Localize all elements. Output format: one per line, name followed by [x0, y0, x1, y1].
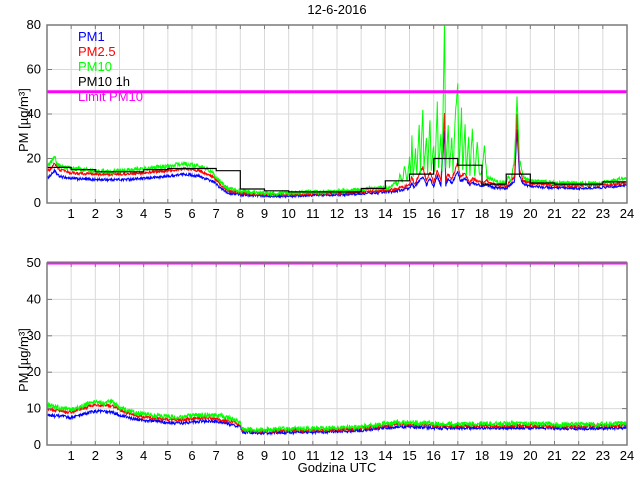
x-tick-label: 5	[164, 448, 171, 463]
x-tick-label: 11	[306, 206, 320, 221]
y-tick-label: 50	[27, 255, 41, 270]
x-tick-label: 8	[237, 206, 244, 221]
x-tick-label: 3	[116, 448, 123, 463]
bottom-plot: 1 2 3 4 5 6 7 8 9 10 11 12 13 14 15 16 17 18 19 20 21 22 23 240…	[27, 255, 635, 463]
legend-item-pm2-5: PM2.5	[78, 44, 116, 59]
x-tick-label: 24	[620, 448, 634, 463]
x-tick-label: 18	[475, 206, 489, 221]
bottom-grid	[47, 263, 627, 445]
x-tick-label: 9	[261, 448, 268, 463]
x-tick-label: 4	[140, 206, 147, 221]
x-tick-label: 11	[306, 448, 320, 463]
x-tick-label: 19	[499, 206, 513, 221]
x-tick-label: 6	[188, 206, 195, 221]
legend-item-pm10: PM10	[78, 59, 112, 74]
x-tick-label: 18	[475, 448, 489, 463]
top-plot: 1 2 3 4 5 6 7 8 9 10 11 12 13 14 15 16 17 18 19 20 21 22 23 240…	[27, 17, 635, 221]
x-tick-label: 1	[68, 206, 75, 221]
x-tick-label: 17	[451, 448, 465, 463]
x-tick-label: 13	[354, 206, 368, 221]
series-pm10	[47, 398, 627, 434]
x-tick-label: 5	[164, 206, 171, 221]
x-tick-label: 16	[426, 206, 440, 221]
x-tick-label: 19	[499, 448, 513, 463]
x-tick-label: 7	[213, 206, 220, 221]
y-tick-label: 20	[27, 151, 41, 166]
x-tick-label: 14	[378, 206, 392, 221]
x-tick-label: 23	[596, 448, 610, 463]
series-pm10-1h	[47, 157, 627, 193]
legend-item-pm1: PM1	[78, 29, 105, 44]
x-tick-label: 12	[330, 206, 344, 221]
top-y-axis-label: PM [µg/m³]	[16, 88, 31, 152]
y-tick-label: 20	[27, 364, 41, 379]
figure-title: 12-6-2016	[307, 2, 367, 17]
series-pm2-5	[47, 402, 627, 434]
y-tick-label: 0	[34, 437, 41, 452]
x-tick-label: 6	[188, 448, 195, 463]
x-tick-label: 10	[281, 448, 295, 463]
x-tick-label: 7	[213, 448, 220, 463]
x-tick-label: 21	[547, 206, 561, 221]
y-tick-label: 60	[27, 62, 41, 77]
y-tick-label: 10	[27, 401, 41, 416]
x-tick-label: 14	[378, 448, 392, 463]
x-axis-label: Godzina UTC	[297, 460, 377, 475]
x-tick-label: 20	[523, 448, 537, 463]
y-tick-label: 30	[27, 328, 41, 343]
legend-item-limit-pm10: Limit PM10	[78, 89, 144, 104]
legend: PM1 PM2.5 PM10 PM10 1h Limit PM10	[78, 29, 143, 104]
x-tick-label: 4	[140, 448, 147, 463]
y-tick-label: 0	[34, 195, 41, 210]
x-tick-label: 22	[571, 448, 585, 463]
y-tick-label: 80	[27, 17, 41, 32]
legend-item-pm10-1h: PM10 1h	[78, 74, 131, 89]
x-tick-label: 12	[330, 448, 344, 463]
x-tick-label: 23	[596, 206, 610, 221]
x-tick-label: 9	[261, 206, 268, 221]
x-tick-label: 21	[547, 448, 561, 463]
x-tick-label: 1	[68, 448, 75, 463]
x-tick-label: 15	[402, 206, 416, 221]
x-tick-label: 15	[402, 448, 416, 463]
x-tick-label: 3	[116, 206, 123, 221]
x-tick-label: 24	[620, 206, 634, 221]
x-tick-label: 22	[571, 206, 585, 221]
y-tick-label: 40	[27, 106, 41, 121]
x-tick-label: 17	[451, 206, 465, 221]
x-tick-label: 2	[92, 448, 99, 463]
x-tick-label: 2	[92, 206, 99, 221]
x-tick-label: 10	[281, 206, 295, 221]
x-tick-label: 16	[426, 448, 440, 463]
top-grid	[47, 25, 627, 203]
x-tick-label: 13	[354, 448, 368, 463]
y-tick-label: 40	[27, 291, 41, 306]
x-tick-label: 8	[237, 448, 244, 463]
x-tick-label: 20	[523, 206, 537, 221]
bottom-y-axis-label: PM [µg/m³]	[16, 328, 31, 392]
